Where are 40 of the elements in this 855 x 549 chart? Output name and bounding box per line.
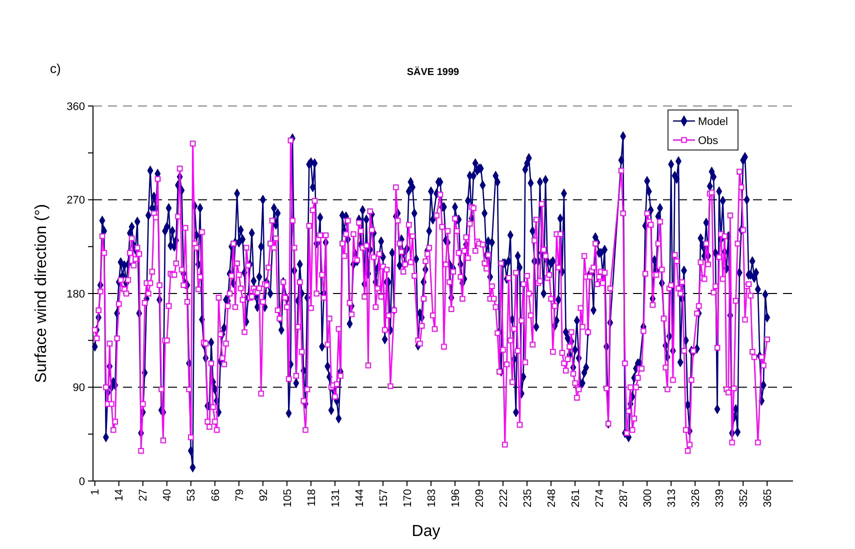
y-tick-label: 180 xyxy=(66,288,85,300)
x-tick-label: 53 xyxy=(186,489,198,502)
x-tick-label: 287 xyxy=(618,489,630,508)
y-axis-title: Surface wind direction (°) xyxy=(33,204,50,383)
x-tick-label: 1 xyxy=(90,489,102,496)
x-tick-label: 274 xyxy=(594,489,606,508)
x-tick-label: 170 xyxy=(402,489,414,508)
x-tick-label: 27 xyxy=(138,489,150,502)
x-tick-label: 222 xyxy=(498,489,510,508)
x-tick-label: 300 xyxy=(642,489,654,508)
x-tick-label: 209 xyxy=(474,489,486,508)
x-tick-label: 118 xyxy=(306,489,318,507)
y-tick-label: 90 xyxy=(72,382,85,394)
text: c) xyxy=(50,61,61,76)
x-tick-label: 248 xyxy=(546,489,558,508)
legend-label: Obs xyxy=(698,134,719,147)
x-tick-label: 235 xyxy=(522,489,534,508)
x-tick-label: 261 xyxy=(570,489,582,508)
legend-label: Model xyxy=(698,116,728,128)
x-tick-label: 352 xyxy=(738,489,750,508)
x-tick-label: 157 xyxy=(378,489,390,508)
x-tick-label: 144 xyxy=(354,489,366,508)
x-tick-label: 339 xyxy=(714,489,726,508)
y-tick-label: 0 xyxy=(78,476,85,488)
x-tick-label: 313 xyxy=(666,489,678,508)
x-tick-label: 66 xyxy=(210,489,222,502)
y-tick-label: 270 xyxy=(66,194,85,207)
x-tick-label: 105 xyxy=(282,489,294,508)
x-tick-label: 365 xyxy=(762,489,774,508)
chart-title: SÄVE 1999 xyxy=(406,66,460,78)
x-tick-label: 131 xyxy=(330,489,342,508)
x-tick-label: 196 xyxy=(450,489,462,508)
x-tick-label: 326 xyxy=(690,489,702,508)
x-axis-title: Day xyxy=(412,523,440,540)
x-tick-label: 183 xyxy=(426,489,438,508)
x-tick-label: 14 xyxy=(114,489,126,502)
x-tick-label: 92 xyxy=(258,489,270,502)
x-tick-label: 40 xyxy=(162,489,174,502)
y-tick-label: 360 xyxy=(66,100,85,113)
x-tick-label: 79 xyxy=(234,489,246,502)
